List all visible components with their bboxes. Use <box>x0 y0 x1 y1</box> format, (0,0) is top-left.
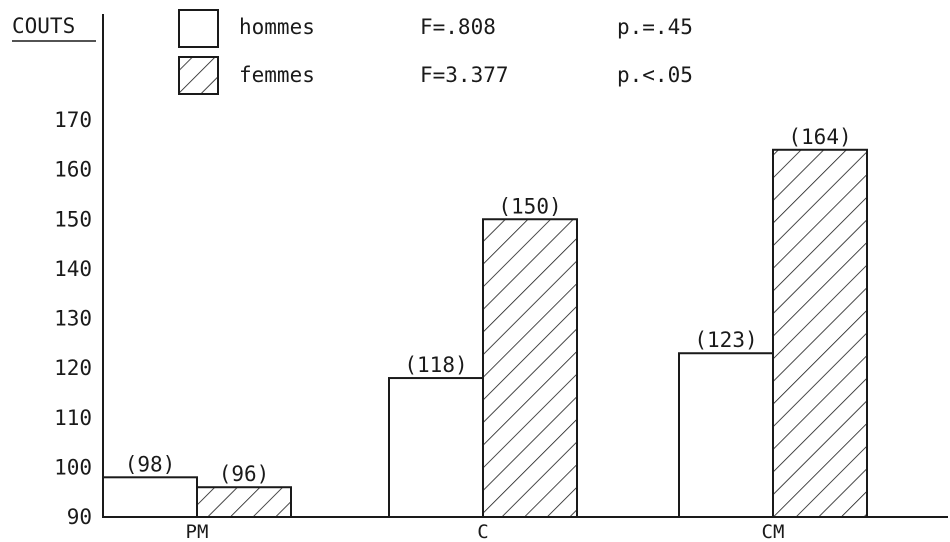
y-axis-ticks: 90 100 110 120 130 140 150 160 170 <box>54 108 92 529</box>
data-label-hommes-cm: (123) <box>694 328 757 352</box>
category-label-cm: CM <box>762 521 785 542</box>
data-label-femmes-pm: (96) <box>219 462 270 486</box>
legend-label-hommes: hommes <box>239 15 315 39</box>
legend-stat-p-hommes: p.=.45 <box>617 15 693 39</box>
data-label-hommes-c: (118) <box>404 353 467 377</box>
data-labels: (98) (96) (118) (150) (123) (164) <box>125 125 852 486</box>
y-tick-label: 130 <box>54 307 92 331</box>
y-tick-label: 170 <box>54 108 92 132</box>
bar-femmes-c <box>482 218 578 518</box>
legend-item-hommes: hommes F=.808 p.=.45 <box>178 9 693 48</box>
data-label-hommes-pm: (98) <box>125 452 176 476</box>
data-label-femmes-c: (150) <box>498 194 561 218</box>
bar-femmes-cm <box>772 148 868 518</box>
legend-swatch-hommes <box>178 9 219 48</box>
y-tick-label: 110 <box>54 406 92 430</box>
y-tick-label: 160 <box>54 158 92 182</box>
y-tick-label: 140 <box>54 257 92 281</box>
category-label-pm: PM <box>186 521 209 542</box>
bar-femmes-pm <box>196 486 292 519</box>
legend-stat-p-femmes: p.<.05 <box>617 63 693 87</box>
bar-hommes-pm <box>102 476 198 518</box>
legend-stat-f-hommes: F=.808 <box>420 15 496 39</box>
y-tick-label: 90 <box>67 505 92 529</box>
category-label-c: C <box>477 521 488 542</box>
category-labels: PM C CM <box>186 521 785 542</box>
legend: hommes F=.808 p.=.45 femmes F=3.377 p.<.… <box>178 9 693 95</box>
legend-swatch-femmes <box>178 56 219 95</box>
legend-label-femmes: femmes <box>239 63 315 87</box>
bar-hommes-cm <box>678 352 774 518</box>
y-tick-label: 100 <box>54 455 92 479</box>
bars <box>102 148 868 519</box>
legend-item-femmes: femmes F=3.377 p.<.05 <box>178 56 693 95</box>
y-axis-label: COUTS <box>12 14 75 38</box>
y-tick-label: 120 <box>54 356 92 380</box>
bar-hommes-c <box>388 377 484 518</box>
legend-stat-f-femmes: F=3.377 <box>420 63 509 87</box>
y-tick-label: 150 <box>54 207 92 231</box>
data-label-femmes-cm: (164) <box>788 125 851 149</box>
